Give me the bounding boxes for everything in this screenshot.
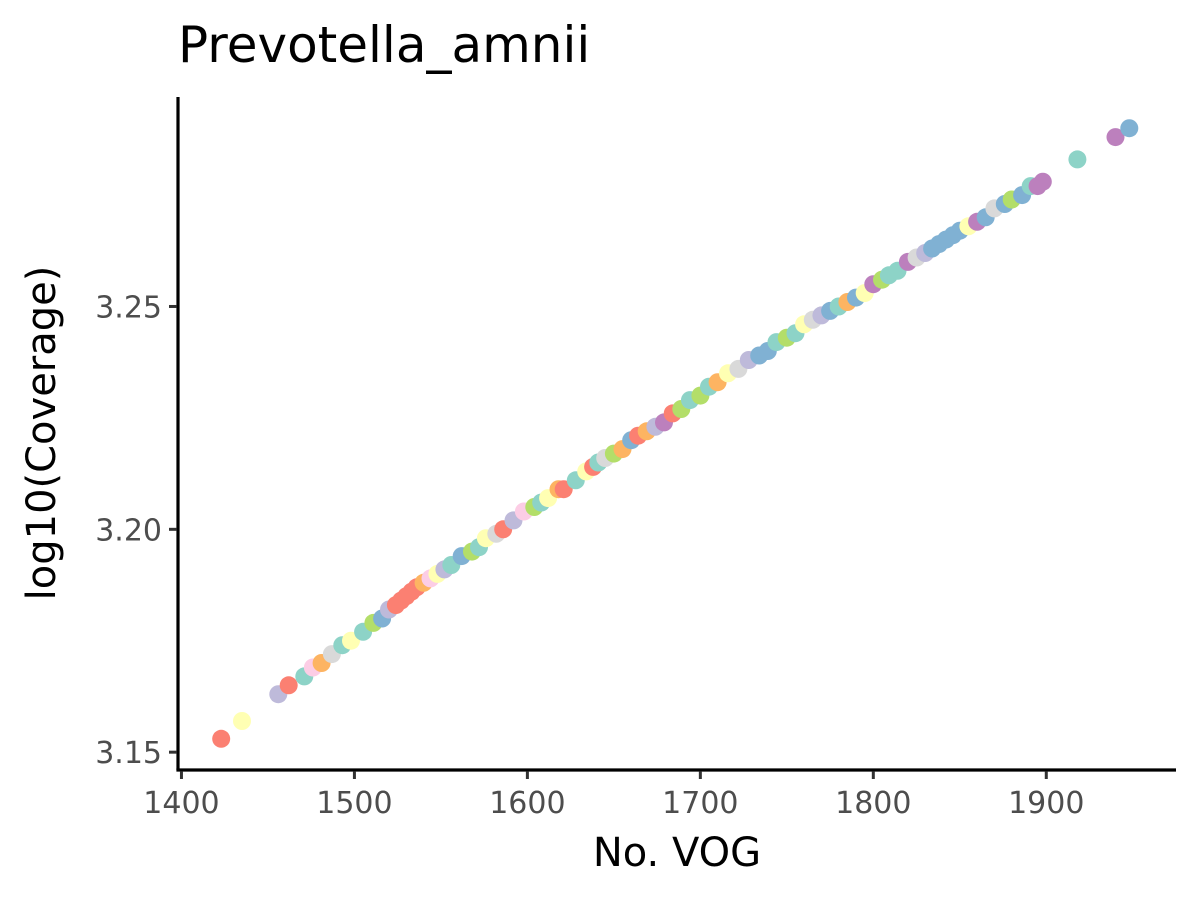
data-point-95: [1120, 119, 1139, 138]
y-axis-label: log10(Coverage): [19, 266, 65, 601]
x-tick-label-4: 1800: [835, 786, 911, 821]
x-tick-label-3: 1700: [662, 786, 738, 821]
data-point-94: [1106, 128, 1125, 147]
x-axis-label: No. VOG: [593, 830, 761, 876]
data-point-0: [212, 729, 231, 748]
y-tick-label-2: 3.25: [95, 290, 162, 325]
x-tick-label-0: 1400: [143, 786, 219, 821]
data-point-92: [1033, 172, 1052, 191]
x-tick-label-1: 1500: [316, 786, 392, 821]
x-tick-label-2: 1600: [489, 786, 565, 821]
data-point-1: [233, 712, 251, 730]
x-tick-label-5: 1900: [1008, 786, 1084, 821]
data-points: [212, 119, 1139, 748]
data-point-3: [279, 676, 298, 695]
x-axis-ticks: 1400 1500 1600 1700 1800 1900: [143, 771, 1084, 821]
y-axis-ticks: 3.15 3.20 3.25: [95, 290, 177, 771]
data-point-93: [1068, 150, 1087, 169]
y-tick-label-0: 3.15: [95, 736, 162, 771]
y-tick-label-1: 3.20: [95, 513, 162, 548]
chart-title: Prevotella_amnii: [178, 16, 590, 74]
